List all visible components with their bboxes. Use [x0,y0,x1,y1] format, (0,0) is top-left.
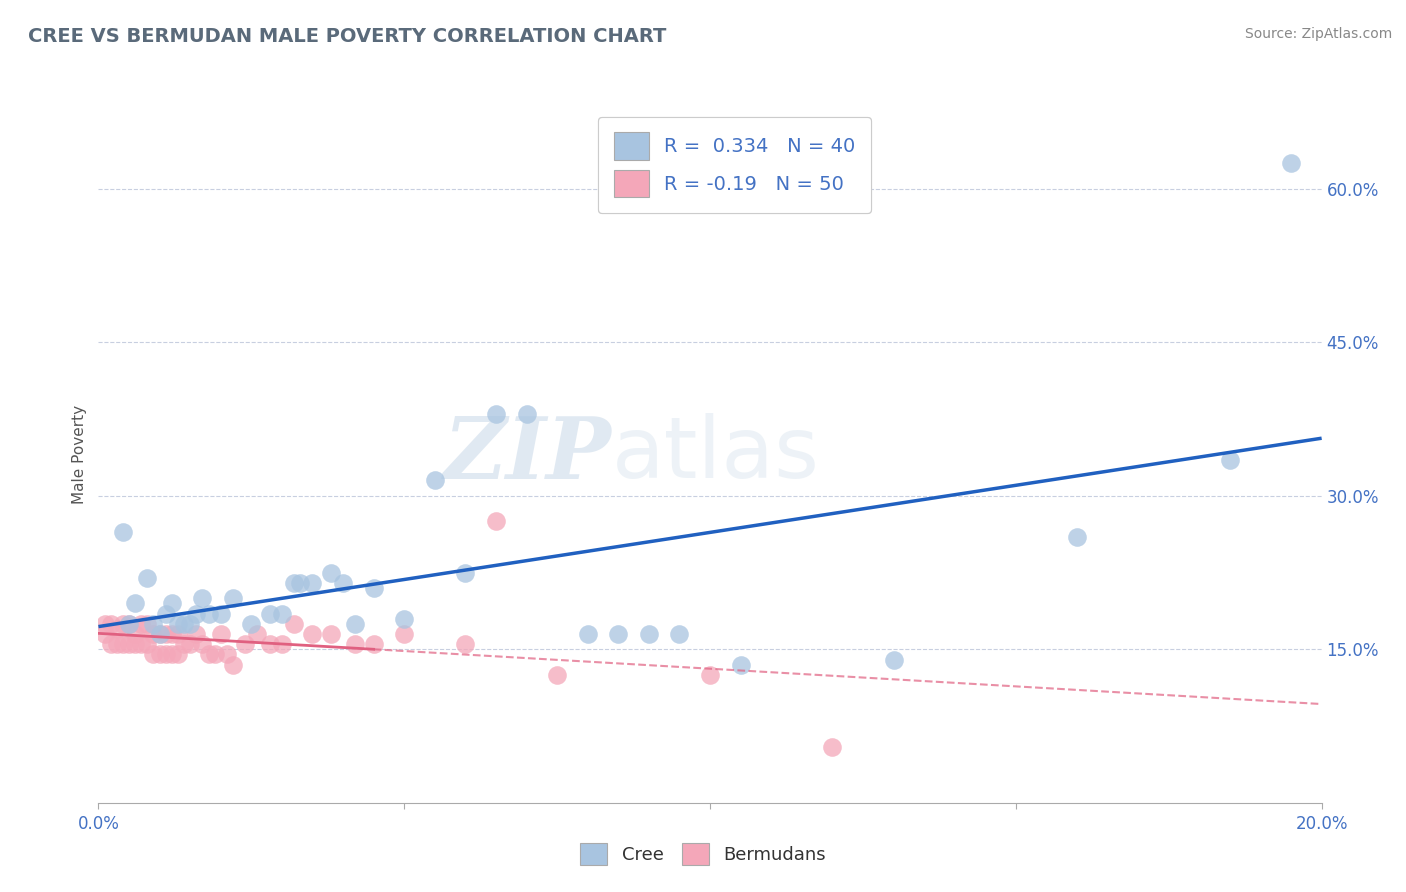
Point [160,648,183,662]
Point [883,652,905,666]
Point [197,648,219,662]
Point [179,637,201,651]
Point [283,575,305,590]
Text: CREE VS BERMUDAN MALE POVERTY CORRELATION CHART: CREE VS BERMUDAN MALE POVERTY CORRELATIO… [28,27,666,45]
Point [301,575,323,590]
Point [454,637,477,651]
Point [344,616,367,631]
Point [363,637,385,651]
Point [344,637,367,651]
Point [270,607,292,621]
Point [1219,453,1241,467]
Point [118,616,141,631]
Point [516,407,538,421]
Point [167,616,190,631]
Point [1279,156,1302,170]
Legend: R =  0.334   N = 40, R = -0.19   N = 50: R = 0.334 N = 40, R = -0.19 N = 50 [598,117,870,212]
Point [167,627,190,641]
Point [93,627,115,641]
Point [191,591,214,606]
Point [283,616,305,631]
Point [259,607,281,621]
Point [270,637,292,651]
Point [160,596,183,610]
Point [149,627,172,641]
Point [485,515,508,529]
Point [111,637,134,651]
Point [699,668,721,682]
Point [191,637,214,651]
Point [222,657,245,672]
Point [485,407,508,421]
Point [290,575,312,590]
Point [118,616,141,631]
Point [576,627,599,641]
Point [197,607,219,621]
Point [204,648,226,662]
Point [363,581,385,595]
Point [155,607,177,621]
Point [173,616,195,631]
Point [124,637,146,651]
Point [155,648,177,662]
Text: Source: ZipAtlas.com: Source: ZipAtlas.com [1244,27,1392,41]
Point [423,474,446,488]
Point [136,637,159,651]
Point [392,627,416,641]
Point [149,627,172,641]
Point [215,648,238,662]
Legend: Cree, Bermudans: Cree, Bermudans [571,834,835,874]
Point [240,616,263,631]
Point [319,566,342,580]
Point [136,571,159,585]
Point [637,627,661,641]
Point [546,668,568,682]
Point [142,627,165,641]
Point [821,739,844,754]
Point [100,637,122,651]
Point [233,637,256,651]
Point [301,627,323,641]
Point [129,637,152,651]
Y-axis label: Male Poverty: Male Poverty [72,405,87,505]
Point [167,648,190,662]
Point [392,612,416,626]
Point [111,524,134,539]
Point [124,596,146,610]
Point [332,575,354,590]
Point [319,627,342,641]
Point [173,637,195,651]
Point [118,637,141,651]
Point [246,627,269,641]
Point [105,622,128,636]
Text: ZIP: ZIP [444,413,612,497]
Point [209,627,232,641]
Point [668,627,690,641]
Point [209,607,232,621]
Point [93,616,115,631]
Point [186,607,208,621]
Point [149,648,172,662]
Text: atlas: atlas [612,413,820,497]
Point [222,591,245,606]
Point [160,627,183,641]
Point [179,616,201,631]
Point [730,657,752,672]
Point [105,637,128,651]
Point [1066,530,1088,544]
Point [142,648,165,662]
Point [129,616,152,631]
Point [136,616,159,631]
Point [142,616,165,631]
Point [454,566,477,580]
Point [124,627,146,641]
Point [100,616,122,631]
Point [259,637,281,651]
Point [111,616,134,631]
Point [607,627,630,641]
Point [186,627,208,641]
Point [155,627,177,641]
